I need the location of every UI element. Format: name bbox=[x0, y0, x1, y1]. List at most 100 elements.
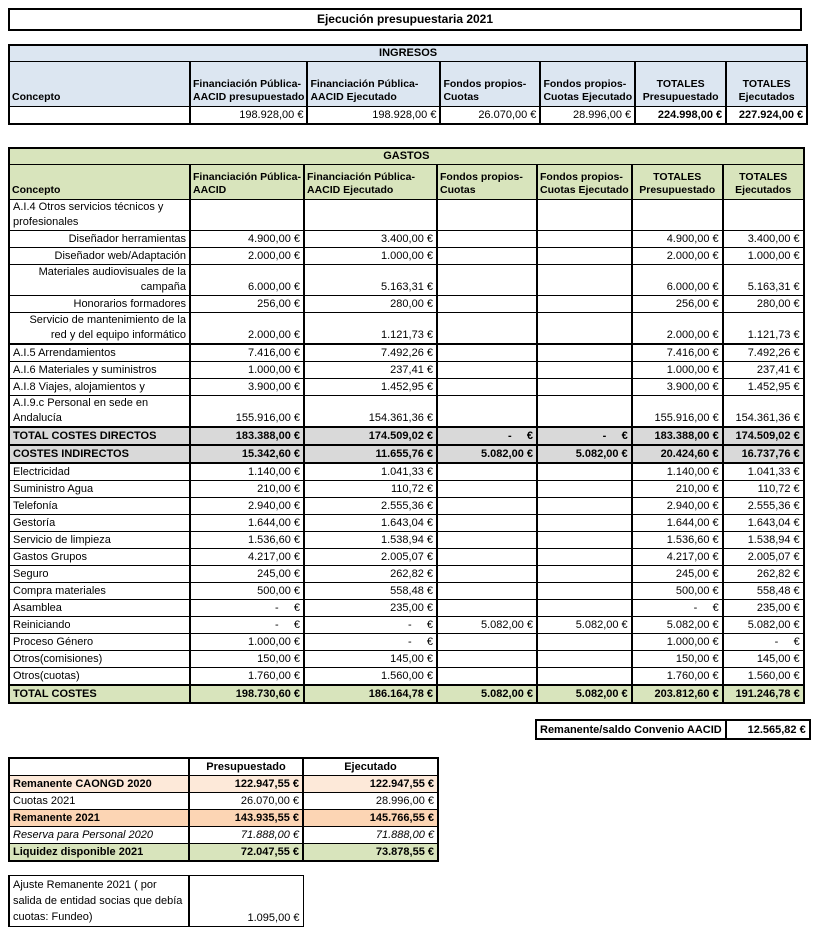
cell-value: 256,00 € bbox=[189, 295, 304, 313]
gastos-table: GASTOS Concepto Financiación Pública- AA… bbox=[8, 147, 805, 704]
ajuste-box: Ajuste Remanente 2021 ( por salida de en… bbox=[8, 875, 304, 927]
cell-value: 256,00 € bbox=[630, 295, 723, 313]
cell-value: 1.121,73 € bbox=[303, 312, 437, 344]
cell-value: 6.000,00 € bbox=[189, 264, 304, 296]
cell-value: 2.000,00 € bbox=[630, 247, 723, 265]
cell-value bbox=[536, 343, 632, 362]
row-label: Remanente 2021 bbox=[8, 809, 189, 827]
cell-value: - € bbox=[721, 633, 804, 651]
cell-value: 1.140,00 € bbox=[189, 462, 304, 481]
row-label: COSTES INDIRECTOS bbox=[8, 444, 190, 463]
table-row: Gastos Grupos 4.217,00 €2.005,07 €4.217,0… bbox=[8, 548, 804, 566]
cell-value: 2.940,00 € bbox=[630, 497, 723, 515]
cell-value: 558,48 € bbox=[721, 582, 804, 600]
cell-value bbox=[436, 548, 537, 566]
column-header-totales-presupuestado: TOTALES Presupuestado bbox=[630, 164, 723, 200]
row-label: A.I.8 Viajes, alojamientos y bbox=[8, 378, 190, 396]
cell-value: 3.400,00 € bbox=[721, 230, 804, 248]
cell-value: 1.536,60 € bbox=[189, 531, 304, 549]
ingresos-table: INGRESOS Concepto Financiación Pública- … bbox=[7, 44, 809, 125]
table-row: Seguro 245,00 €262,82 €245,00 €262,82 € bbox=[8, 565, 804, 583]
cell-value bbox=[536, 531, 632, 549]
table-row: A.I.8 Viajes, alojamientos y 3.900,00 €1.… bbox=[8, 378, 804, 396]
cell-value bbox=[536, 497, 632, 515]
cell-value: 262,82 € bbox=[721, 565, 804, 583]
table-row: Compra materiales 500,00 €558,48 €500,00 … bbox=[8, 582, 804, 600]
cell-value: 4.217,00 € bbox=[189, 548, 304, 566]
row-label: A.I.5 Arrendamientos bbox=[8, 343, 190, 362]
table-row: TOTAL COSTES DIRECTOS 183.388,00 €174.509… bbox=[8, 426, 804, 445]
cell-value: 145,00 € bbox=[721, 650, 804, 668]
cell-value: 154.361,36 € bbox=[303, 395, 437, 427]
cell-value: 210,00 € bbox=[189, 480, 304, 498]
cell-value: 4.900,00 € bbox=[189, 230, 304, 248]
cell-value: 2.555,36 € bbox=[303, 497, 437, 515]
cell-value: - € bbox=[630, 599, 723, 617]
column-header-empty bbox=[8, 757, 189, 776]
cell-value: 1.000,00 € bbox=[630, 361, 723, 379]
row-label: Cuotas 2021 bbox=[8, 792, 189, 810]
remanente-saldo-box: Remanente/saldo Convenio AACID 12.565,82… bbox=[535, 719, 811, 740]
cell-value: 2.000,00 € bbox=[189, 312, 304, 344]
row-label: Materiales audiovisuales de la campaña bbox=[8, 264, 190, 296]
row-label: Asamblea bbox=[8, 599, 190, 617]
row-label: Servicio de limpieza bbox=[8, 531, 190, 549]
cell-value bbox=[436, 343, 537, 362]
cell-value: - € bbox=[189, 616, 304, 634]
column-header-totales-ejecutados: TOTALES Ejecutados bbox=[721, 164, 804, 200]
row-label: Proceso Género bbox=[8, 633, 190, 651]
cell-value bbox=[536, 378, 632, 396]
cell-value: 71.888,00 € bbox=[302, 826, 438, 844]
table-row: A.I.6 Materiales y suministros 1.000,00 €… bbox=[8, 361, 804, 379]
cell-value: 191.246,78 € bbox=[721, 684, 804, 703]
table-row: Honorarios formadores 256,00 €280,00 €256… bbox=[8, 295, 804, 313]
cell-value bbox=[436, 312, 537, 344]
cell-value: 1.000,00 € bbox=[630, 633, 723, 651]
cell-value bbox=[436, 295, 537, 313]
table-row: Servicio de mantenimiento de la red y de… bbox=[8, 312, 804, 344]
table-row: Asamblea - €235,00 € - €235,00 € bbox=[8, 599, 804, 617]
cell-value: 227.924,00 € bbox=[725, 106, 808, 124]
ingresos-data-row: 198.928,00 € 198.928,00 € 26.070,00 € 28… bbox=[8, 106, 808, 124]
table-row: Suministro Agua 210,00 €110,72 €210,00 €1… bbox=[8, 480, 804, 498]
cell-value: 7.492,26 € bbox=[721, 343, 804, 362]
remanente-saldo-label: Remanente/saldo Convenio AACID bbox=[535, 719, 726, 739]
gastos-section-header: GASTOS bbox=[8, 147, 804, 165]
cell-value: 1.760,00 € bbox=[630, 667, 723, 685]
cell-value: 5.082,00 € bbox=[721, 616, 804, 634]
table-row: Otros(comisiones) 150,00 €145,00 €150,00 … bbox=[8, 650, 804, 668]
cell-value: 1.000,00 € bbox=[189, 633, 304, 651]
cell-value bbox=[721, 199, 804, 231]
cell-value bbox=[536, 650, 632, 668]
cell-value bbox=[536, 480, 632, 498]
cell-value bbox=[436, 378, 537, 396]
ingresos-header-row: Concepto Financiación Pública- AACID pre… bbox=[8, 61, 808, 107]
cell-value bbox=[536, 462, 632, 481]
row-label: Seguro bbox=[8, 565, 190, 583]
liquidez-table: Presupuestado Ejecutado Remanente CAONGD… bbox=[8, 757, 439, 862]
table-row: A.I.4 Otros servicios técnicos y profesi… bbox=[8, 199, 804, 231]
cell-value: 71.888,00 € bbox=[188, 826, 303, 844]
cell-value: 5.082,00 € bbox=[536, 444, 632, 463]
cell-value: 150,00 € bbox=[189, 650, 304, 668]
cell-value: 1.560,00 € bbox=[721, 667, 804, 685]
cell-value bbox=[536, 247, 632, 265]
cell-value bbox=[189, 199, 304, 231]
cell-value: 5.082,00 € bbox=[436, 684, 537, 703]
row-label: A.I.4 Otros servicios técnicos y profesi… bbox=[8, 199, 190, 231]
cell-value: 26.070,00 € bbox=[188, 792, 303, 810]
table-row: Electricidad 1.140,00 €1.041,33 €1.140,00… bbox=[8, 462, 804, 481]
cell-value: 3.400,00 € bbox=[303, 230, 437, 248]
column-header-aacid-ejecutado: Financiación Pública- AACID Ejecutado bbox=[306, 61, 441, 107]
cell-value: 262,82 € bbox=[303, 565, 437, 583]
cell-value: 1.452,95 € bbox=[721, 378, 804, 396]
cell-value bbox=[436, 361, 537, 379]
column-header-cuotas-ejecutado: Fondos propios- Cuotas Ejecutado bbox=[539, 61, 636, 107]
cell-value: 1.452,95 € bbox=[303, 378, 437, 396]
cell-value: 110,72 € bbox=[721, 480, 804, 498]
cell-value: 1.760,00 € bbox=[189, 667, 304, 685]
cell-value bbox=[436, 480, 537, 498]
cell-value: 1.643,04 € bbox=[303, 514, 437, 532]
table-row: Diseñador web/Adaptación 2.000,00 €1.000,… bbox=[8, 247, 804, 265]
cell-value: 280,00 € bbox=[303, 295, 437, 313]
